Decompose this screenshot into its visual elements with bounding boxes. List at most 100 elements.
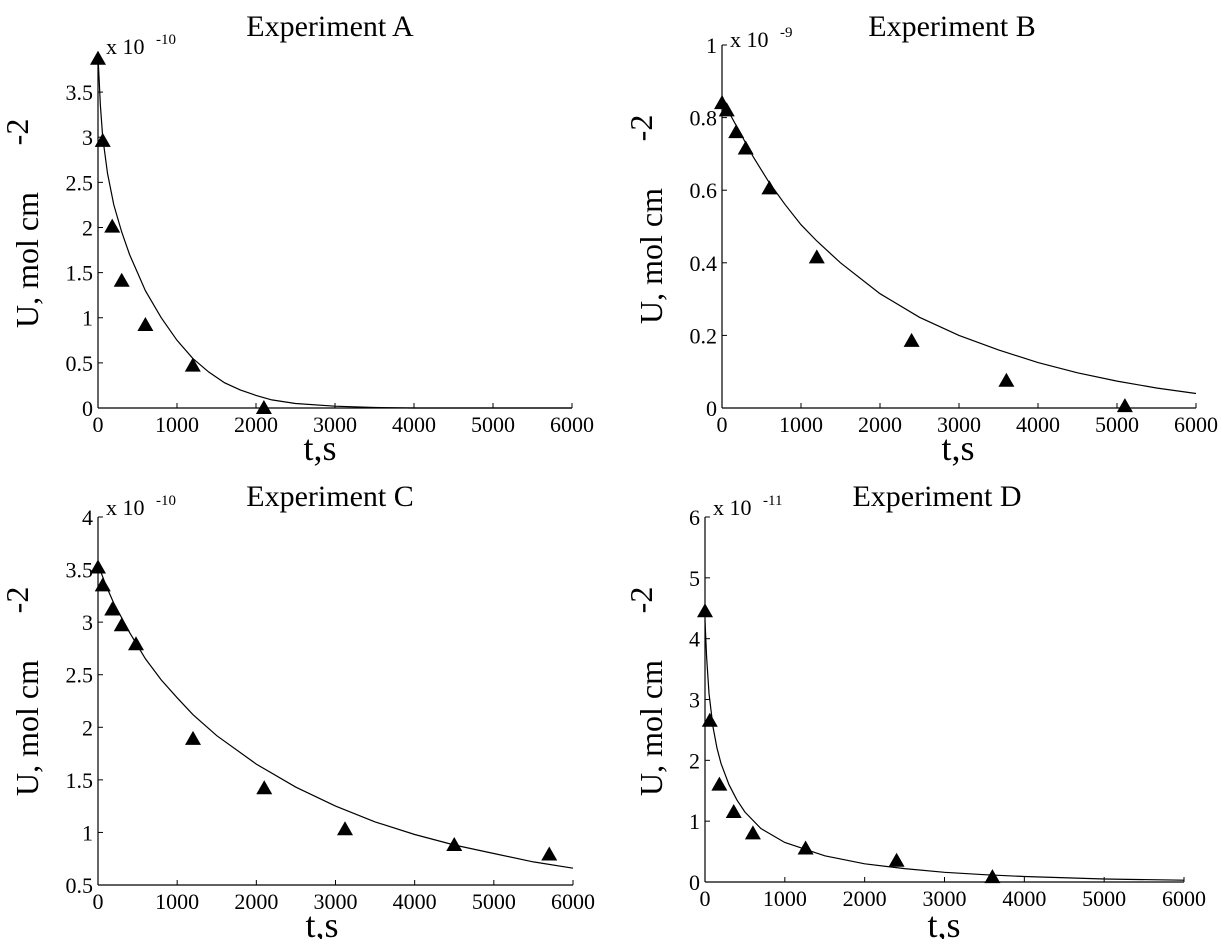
x-tick-label: 4000 — [393, 889, 437, 914]
x-tick-label: 6000 — [551, 889, 595, 914]
data-point — [184, 357, 201, 372]
data-point — [711, 776, 728, 791]
x-tick-label: 6000 — [1162, 886, 1206, 911]
data-point — [761, 180, 778, 195]
data-point — [185, 730, 201, 745]
y-axis-label: U, mol cm -2 — [623, 587, 669, 796]
data-point — [797, 840, 814, 855]
y-axis-label-exponent: -2 — [623, 115, 659, 142]
y-tick-label: 0.5 — [66, 873, 94, 898]
y-tick-label: 1 — [706, 33, 717, 58]
y-axis-label: U, mol cm -2 — [0, 119, 45, 328]
data-point — [128, 636, 144, 651]
data-point — [737, 140, 754, 155]
x-tick-label: 1000 — [779, 412, 823, 437]
y-tick-label: 0.5 — [66, 351, 94, 376]
y-tick-label: 0 — [706, 396, 717, 421]
y-tick-label: 0 — [82, 396, 93, 421]
data-point — [903, 332, 920, 347]
data-point — [337, 821, 353, 836]
y-tick-label: 0.6 — [690, 178, 718, 203]
x-tick-label: 5000 — [471, 412, 515, 437]
fit-curve — [97, 55, 572, 409]
x-tick-label: 0 — [717, 412, 728, 437]
x-tick-label: 5000 — [1082, 886, 1126, 911]
x-tick-label: 3000 — [923, 886, 967, 911]
x-tick-label: 2000 — [234, 889, 278, 914]
y-axis-label: U, mol cm -2 — [0, 587, 45, 796]
data-point — [888, 852, 905, 867]
y-axis-label-text: U, mol cm — [9, 660, 45, 796]
axis-multiplier: x 10 — [713, 495, 752, 520]
y-tick-label: 0.8 — [690, 106, 718, 131]
fit-curve — [721, 95, 1197, 395]
data-point — [446, 837, 463, 852]
y-tick-label: 2.5 — [66, 663, 94, 688]
y-tick-label: 5 — [689, 566, 700, 591]
y-axis-label-text: U, mol cm — [633, 660, 669, 796]
data-point — [701, 712, 718, 727]
x-tick-label: 1000 — [763, 886, 807, 911]
data-point — [1116, 398, 1133, 413]
x-tick-label: 4000 — [1016, 412, 1060, 437]
data-point — [90, 50, 106, 65]
chart-title: Experiment A — [246, 10, 414, 43]
x-tick-label: 2000 — [843, 886, 887, 911]
chart-experiment-d: 0 1000 2000 3000 4000 5000 6000 0 1 2 3 4 5 6 x 10 -11 E… — [623, 480, 1206, 944]
y-tick-label: 1 — [82, 306, 93, 331]
x-tick-label: 0 — [93, 889, 104, 914]
y-tick-label: 1 — [82, 820, 93, 845]
y-axis-label: U, mol cm -2 — [623, 115, 669, 324]
x-tick-label: 4000 — [392, 412, 436, 437]
y-tick-label: 3.5 — [66, 80, 94, 105]
y-tick-label: 2.5 — [66, 170, 94, 195]
x-tick-label: 3000 — [314, 889, 358, 914]
y-axis-label-text: U, mol cm — [633, 188, 669, 324]
axis-multiplier: x 10 — [106, 495, 145, 520]
chart-title: Experiment B — [868, 10, 1035, 43]
y-tick-label: 3 — [82, 125, 93, 150]
x-tick-label: 2000 — [234, 412, 278, 437]
y-axis-label-text: U, mol cm — [9, 192, 45, 328]
data-point — [255, 400, 272, 414]
y-tick-label: 6 — [689, 505, 700, 530]
y-axis-label-exponent: -2 — [623, 587, 659, 614]
data-point — [541, 846, 558, 861]
x-tick-label: 4000 — [1002, 886, 1046, 911]
data-point — [113, 617, 130, 632]
data-point — [137, 316, 154, 331]
y-tick-label: 0 — [689, 870, 700, 895]
y-tick-label: 3 — [82, 610, 93, 635]
axis-multiplier-exponent: -11 — [763, 493, 782, 509]
axis-multiplier: x 10 — [106, 34, 145, 59]
axis-multiplier-exponent: -10 — [156, 493, 176, 509]
data-point — [728, 124, 745, 139]
data-point — [697, 603, 713, 618]
data-point — [94, 577, 111, 592]
fit-curve — [704, 620, 1185, 881]
data-point — [256, 780, 273, 795]
x-tick-label: 3000 — [937, 412, 981, 437]
y-tick-label: 1.5 — [66, 768, 94, 793]
data-point — [90, 559, 106, 574]
axis-multiplier: x 10 — [730, 27, 769, 52]
y-tick-label: 4 — [82, 505, 93, 530]
x-tick-label: 1000 — [155, 412, 199, 437]
data-point — [104, 601, 121, 616]
x-axis-label: t,s — [927, 905, 960, 939]
chart-title: Experiment D — [852, 480, 1021, 513]
axis-multiplier-exponent: -10 — [156, 32, 176, 48]
data-point — [113, 272, 130, 287]
data-point — [104, 218, 121, 233]
chart-experiment-a: 0 1000 2000 3000 4000 5000 6000 0 0.5 1 1.5 2 2.5 3 3.… — [0, 10, 594, 468]
data-point — [718, 102, 735, 117]
x-tick-label: 0 — [93, 412, 104, 437]
x-tick-label: 5000 — [472, 889, 516, 914]
data-point — [725, 804, 742, 819]
y-tick-label: 2 — [82, 215, 93, 240]
y-tick-label: 0.4 — [690, 251, 718, 276]
data-point — [984, 869, 1001, 884]
y-tick-label: 1.5 — [66, 261, 94, 286]
x-axis-label: t,s — [303, 428, 336, 468]
